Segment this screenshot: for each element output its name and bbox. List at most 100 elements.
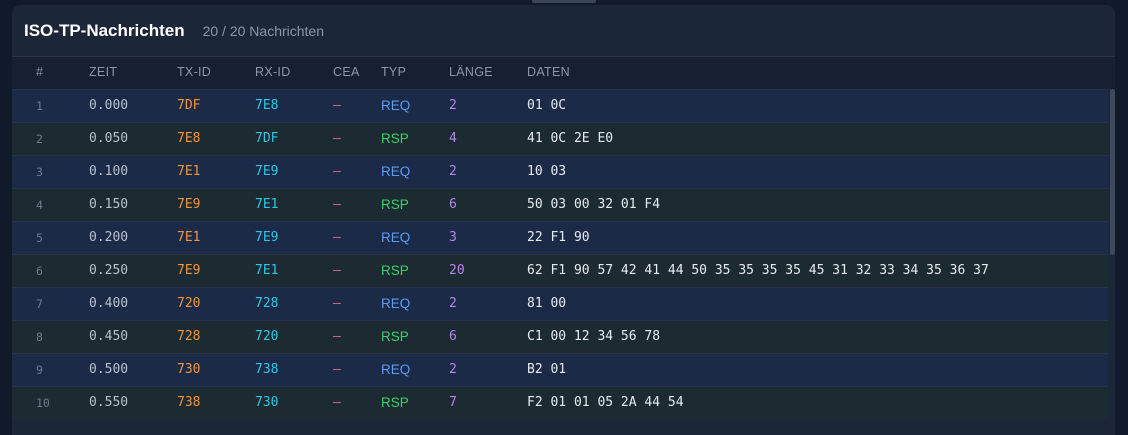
row-time: 0.050 [89,131,129,146]
row-cea: — [333,230,341,245]
row-index: 9 [36,363,43,377]
row-rx-id: 738 [255,362,279,377]
row-tx-id: 7E8 [177,131,201,146]
row-type: RSP [381,131,409,146]
col-cea[interactable]: CEA [333,65,360,79]
row-tx-id: 738 [177,395,201,410]
row-type: RSP [381,329,409,344]
table-row[interactable]: 3 0.100 7E1 7E9 — REQ 2 10 03 [12,155,1108,188]
row-rx-id: 7E1 [255,197,279,212]
row-type: REQ [381,230,411,245]
row-data: 41 0C 2E E0 [527,131,614,146]
table-row[interactable]: 5 0.200 7E1 7E9 — REQ 3 22 F1 90 [12,221,1108,254]
row-length: 2 [449,98,457,113]
row-length: 6 [449,197,457,212]
row-cea: — [333,164,341,179]
row-index: 10 [36,396,50,410]
table-row[interactable]: 2 0.050 7E8 7DF — RSP 4 41 0C 2E E0 [12,122,1108,155]
row-index: 3 [36,165,43,179]
row-length: 2 [449,164,457,179]
panel-title: ISO-TP-Nachrichten [24,20,185,40]
row-time: 0.250 [89,263,129,278]
col-type[interactable]: TYP [381,65,407,79]
message-list: 1 0.000 7DF 7E8 — REQ 2 01 0C 2 0.050 7E… [12,89,1108,419]
row-length: 3 [449,230,457,245]
vertical-scrollbar[interactable] [1110,89,1115,255]
row-data: 22 F1 90 [527,230,590,245]
row-type: RSP [381,197,409,212]
row-data: F2 01 01 05 2A 44 54 [527,395,684,410]
table-header: # ZEIT TX-ID RX-ID CEA TYP LÄNGE DATEN [12,57,1115,89]
row-index: 8 [36,330,43,344]
table-row[interactable]: 8 0.450 728 720 — RSP 6 C1 00 12 34 56 7… [12,320,1108,353]
message-count: 20 / 20 Nachrichten [202,22,324,39]
row-time: 0.200 [89,230,129,245]
row-index: 7 [36,297,43,311]
row-data: 10 03 [527,164,567,179]
table-row[interactable]: 6 0.250 7E9 7E1 — RSP 20 62 F1 90 57 42 … [12,254,1108,287]
row-cea: — [333,98,341,113]
row-length: 20 [449,263,465,278]
row-data: 81 00 [527,296,567,311]
row-tx-id: 7DF [177,98,201,113]
row-tx-id: 7E1 [177,230,201,245]
row-cea: — [333,329,341,344]
row-cea: — [333,131,341,146]
table-row[interactable]: 1 0.000 7DF 7E8 — REQ 2 01 0C [12,89,1108,122]
row-tx-id: 7E1 [177,164,201,179]
row-index: 2 [36,132,43,146]
row-data: 50 03 00 32 01 F4 [527,197,661,212]
table-row[interactable]: 9 0.500 730 738 — REQ 2 B2 01 [12,353,1108,386]
row-rx-id: 7DF [255,131,279,146]
top-drag-handle[interactable] [532,0,596,3]
row-time: 0.550 [89,395,129,410]
row-rx-id: 7E9 [255,164,279,179]
col-rx-id[interactable]: RX-ID [255,65,291,79]
row-index: 4 [36,198,43,212]
row-cea: — [333,362,341,377]
row-cea: — [333,296,341,311]
row-type: REQ [381,296,411,311]
row-time: 0.100 [89,164,129,179]
table-row[interactable]: 7 0.400 720 728 — REQ 2 81 00 [12,287,1108,320]
row-time: 0.150 [89,197,129,212]
row-time: 0.500 [89,362,129,377]
row-data: C1 00 12 34 56 78 [527,329,661,344]
col-tx-id[interactable]: TX-ID [177,65,212,79]
row-rx-id: 728 [255,296,279,311]
table-row[interactable]: 10 0.550 738 730 — RSP 7 F2 01 01 05 2A … [12,386,1108,419]
row-length: 6 [449,329,457,344]
row-tx-id: 720 [177,296,201,311]
row-length: 7 [449,395,457,410]
row-cea: — [333,197,341,212]
row-type: REQ [381,98,411,113]
row-tx-id: 728 [177,329,201,344]
row-length: 2 [449,362,457,377]
isotp-messages-panel: ISO-TP-Nachrichten 20 / 20 Nachrichten #… [12,5,1115,435]
row-time: 0.450 [89,329,129,344]
panel-header: ISO-TP-Nachrichten 20 / 20 Nachrichten [12,5,1115,57]
col-time[interactable]: ZEIT [89,65,118,79]
row-rx-id: 7E1 [255,263,279,278]
row-data: B2 01 [527,362,567,377]
col-index[interactable]: # [36,65,44,79]
row-index: 5 [36,231,43,245]
row-rx-id: 7E9 [255,230,279,245]
row-data: 01 0C [527,98,567,113]
row-type: RSP [381,263,409,278]
row-tx-id: 7E9 [177,197,201,212]
row-type: REQ [381,362,411,377]
row-length: 4 [449,131,457,146]
row-tx-id: 730 [177,362,201,377]
row-index: 1 [36,99,43,113]
col-length[interactable]: LÄNGE [449,65,493,79]
row-cea: — [333,263,341,278]
row-time: 0.400 [89,296,129,311]
row-time: 0.000 [89,98,129,113]
table-row[interactable]: 4 0.150 7E9 7E1 — RSP 6 50 03 00 32 01 F… [12,188,1108,221]
row-rx-id: 7E8 [255,98,279,113]
row-tx-id: 7E9 [177,263,201,278]
row-type: REQ [381,164,411,179]
row-rx-id: 730 [255,395,279,410]
col-data[interactable]: DATEN [527,65,570,79]
